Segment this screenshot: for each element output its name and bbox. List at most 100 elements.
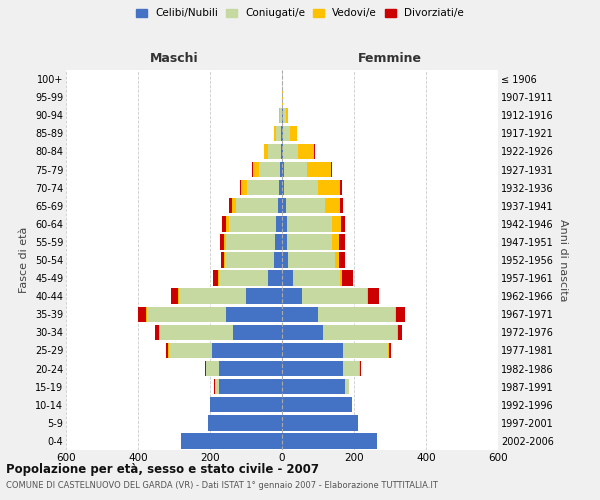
Bar — [274, 252, 282, 268]
Bar — [224, 252, 226, 268]
Bar — [280, 108, 281, 123]
Bar — [178, 288, 179, 304]
Bar — [226, 216, 229, 232]
Bar — [241, 180, 247, 196]
Bar — [268, 144, 281, 159]
Bar — [205, 361, 206, 376]
Bar — [283, 144, 298, 159]
Bar — [282, 162, 284, 177]
Bar — [314, 144, 315, 159]
Bar — [282, 343, 343, 358]
Bar — [339, 234, 344, 250]
Bar — [206, 361, 219, 376]
Bar — [293, 270, 340, 286]
Bar — [307, 162, 331, 177]
Bar — [341, 216, 346, 232]
Bar — [279, 108, 280, 123]
Bar — [332, 216, 341, 232]
Bar — [339, 252, 346, 268]
Bar — [169, 343, 212, 358]
Bar — [345, 379, 349, 394]
Bar — [359, 361, 360, 376]
Bar — [215, 379, 219, 394]
Bar — [318, 306, 395, 322]
Bar — [226, 252, 274, 268]
Bar — [282, 434, 377, 448]
Bar — [159, 324, 160, 340]
Bar — [286, 198, 325, 214]
Bar — [282, 379, 345, 394]
Bar — [229, 198, 232, 214]
Bar — [282, 306, 318, 322]
Bar — [246, 288, 282, 304]
Bar — [218, 270, 219, 286]
Bar — [288, 252, 335, 268]
Bar — [236, 198, 278, 214]
Legend: Celibi/Nubili, Coniugati/e, Vedovi/e, Divorziati/e: Celibi/Nubili, Coniugati/e, Vedovi/e, Di… — [133, 5, 467, 21]
Bar — [389, 343, 391, 358]
Bar — [181, 434, 282, 448]
Bar — [282, 180, 284, 196]
Text: COMUNE DI CASTELNUOVO DEL GARDA (VR) - Dati ISTAT 1° gennaio 2007 - Elaborazione: COMUNE DI CASTELNUOVO DEL GARDA (VR) - D… — [6, 481, 438, 490]
Text: Femmine: Femmine — [358, 52, 422, 65]
Bar — [247, 180, 279, 196]
Bar — [282, 270, 293, 286]
Text: Popolazione per età, sesso e stato civile - 2007: Popolazione per età, sesso e stato civil… — [6, 462, 319, 475]
Bar — [276, 126, 281, 141]
Bar — [222, 216, 226, 232]
Bar — [287, 216, 332, 232]
Bar — [360, 361, 361, 376]
Bar — [290, 126, 298, 141]
Bar — [398, 324, 402, 340]
Bar — [282, 144, 283, 159]
Bar — [171, 288, 178, 304]
Bar — [274, 126, 276, 141]
Bar — [221, 252, 224, 268]
Bar — [146, 306, 147, 322]
Bar — [147, 306, 226, 322]
Y-axis label: Fasce di età: Fasce di età — [19, 227, 29, 293]
Bar — [283, 126, 290, 141]
Bar — [219, 361, 282, 376]
Bar — [283, 108, 286, 123]
Bar — [233, 324, 282, 340]
Bar — [331, 162, 332, 177]
Bar — [226, 306, 282, 322]
Bar — [368, 288, 379, 304]
Text: Maschi: Maschi — [149, 52, 199, 65]
Bar — [282, 234, 287, 250]
Bar — [284, 180, 319, 196]
Bar — [367, 288, 368, 304]
Bar — [160, 324, 233, 340]
Bar — [287, 234, 332, 250]
Bar — [139, 306, 146, 322]
Bar — [343, 343, 388, 358]
Bar — [219, 270, 268, 286]
Bar — [265, 144, 268, 159]
Bar — [343, 361, 359, 376]
Bar — [340, 180, 342, 196]
Bar — [397, 306, 406, 322]
Bar — [214, 379, 215, 394]
Bar — [388, 343, 389, 358]
Bar — [268, 270, 282, 286]
Bar — [332, 234, 339, 250]
Bar — [166, 343, 168, 358]
Bar — [302, 288, 367, 304]
Bar — [212, 270, 218, 286]
Bar — [224, 234, 226, 250]
Bar — [282, 288, 302, 304]
Bar — [282, 108, 283, 123]
Bar — [325, 198, 340, 214]
Bar — [279, 180, 282, 196]
Bar — [286, 108, 289, 123]
Bar — [281, 126, 282, 141]
Bar — [282, 198, 286, 214]
Bar — [280, 162, 282, 177]
Bar — [282, 361, 343, 376]
Bar — [340, 198, 343, 214]
Bar — [282, 415, 358, 430]
Bar — [323, 324, 397, 340]
Bar — [275, 216, 282, 232]
Bar — [340, 270, 343, 286]
